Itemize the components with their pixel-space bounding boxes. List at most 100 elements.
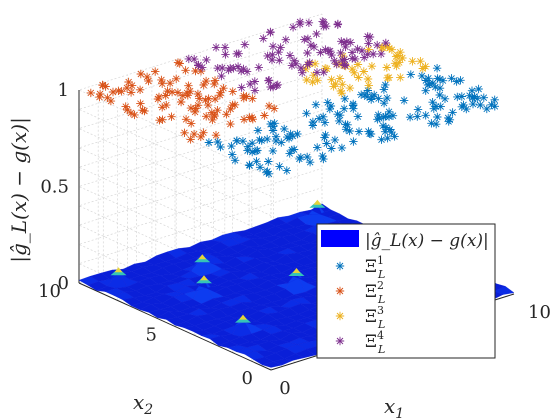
scatter-point	[270, 119, 279, 128]
scatter-point	[349, 104, 358, 113]
scatter-point	[288, 131, 297, 141]
scatter-point	[193, 101, 203, 110]
scatter-point	[342, 37, 351, 46]
scatter-point	[487, 100, 496, 109]
scatter-point	[347, 64, 357, 74]
scatter-point	[296, 153, 305, 162]
scatter-point	[187, 119, 196, 128]
x-axis-label: x1	[384, 394, 404, 420]
scatter-point	[345, 126, 354, 136]
scatter-point	[222, 110, 231, 119]
scatter-point	[267, 55, 277, 65]
scatter-point	[321, 64, 330, 73]
scatter-point	[332, 60, 341, 69]
scatter-point	[341, 120, 350, 129]
scatter-point	[275, 56, 284, 65]
scatter-point	[201, 76, 211, 86]
axis-labels: x1 x2 |ĝ_L(x) − g(x)|	[7, 117, 404, 420]
scatter-point	[130, 110, 139, 120]
scatter-point	[308, 77, 317, 87]
scatter-point	[339, 104, 349, 113]
scatter-point	[363, 32, 372, 41]
scatter-point	[353, 44, 362, 54]
scatter-point	[367, 62, 377, 71]
x-tick-label: 10	[528, 302, 551, 323]
grid-line	[78, 168, 323, 332]
scatter-point	[136, 69, 145, 79]
surface-peak-tip	[114, 267, 123, 273]
scatter-point	[335, 111, 345, 120]
scatter-point	[479, 93, 488, 102]
scatter-point	[330, 135, 340, 145]
scatter-point	[465, 91, 474, 100]
legend-marker	[335, 311, 345, 321]
scatter-point	[351, 54, 360, 64]
scatter-point	[379, 99, 389, 108]
scatter-point	[268, 50, 277, 59]
scatter-point	[117, 87, 126, 96]
scatter-point	[490, 102, 499, 111]
scatter-point	[186, 135, 195, 144]
scatter-point	[427, 119, 436, 128]
scatter-point	[95, 89, 105, 99]
scatter-point	[327, 50, 336, 60]
scatter-point	[167, 112, 176, 121]
scatter-point	[242, 92, 251, 101]
scatter-point	[199, 128, 208, 137]
scatter-point	[293, 129, 302, 139]
scatter-point	[456, 76, 465, 85]
scatter-point	[288, 23, 298, 32]
scatter-point	[311, 100, 321, 109]
scatter-point	[123, 105, 132, 115]
scatter-point	[313, 76, 322, 85]
scatter-point	[287, 61, 297, 70]
scatter-point	[433, 112, 442, 122]
scatter-point	[264, 169, 274, 178]
scatter-point	[270, 104, 279, 113]
scatter-point	[390, 132, 399, 141]
scatter-point	[421, 62, 430, 71]
scatter-point	[101, 82, 110, 91]
scatter-point	[224, 65, 233, 75]
scatter-point	[349, 99, 358, 109]
scatter-point	[210, 76, 220, 85]
scatter-point	[357, 90, 366, 99]
scatter-point	[333, 19, 343, 29]
series-1-points	[204, 64, 499, 178]
scatter-point	[476, 100, 485, 110]
scatter-point	[396, 73, 405, 82]
scatter-point	[210, 111, 219, 121]
scatter-point	[406, 70, 415, 79]
scatter-point	[151, 67, 160, 76]
scatter-point	[490, 95, 499, 104]
scatter-point	[369, 49, 378, 59]
scatter-point	[204, 94, 213, 103]
scatter-point	[175, 59, 184, 68]
scatter-point	[153, 94, 163, 104]
scatter-point	[395, 58, 404, 67]
scatter-point	[381, 80, 390, 90]
scatter-point	[103, 93, 112, 102]
z-tick-label: 0.5	[40, 177, 69, 198]
scatter-point	[163, 86, 172, 96]
scatter-point	[444, 117, 453, 126]
scatter-point	[220, 43, 230, 52]
legend-series-label: Ξ2 L	[365, 279, 385, 306]
scatter-point	[385, 44, 394, 53]
scatter-point	[336, 86, 345, 96]
scatter-point	[181, 66, 190, 75]
scatter-point	[114, 86, 123, 95]
scatter-point	[203, 100, 213, 110]
scatter-point	[245, 160, 254, 170]
scatter-point	[226, 104, 235, 114]
scatter-point	[365, 32, 375, 42]
scatter-point	[284, 134, 294, 143]
scatter-point	[384, 112, 394, 121]
legend-marker	[335, 286, 345, 296]
legend-marker	[335, 261, 345, 271]
scatter-point	[337, 89, 346, 98]
scatter-point	[387, 127, 396, 137]
scatter-point	[165, 79, 175, 88]
scatter-point	[327, 144, 336, 153]
scatter-point	[370, 90, 379, 99]
